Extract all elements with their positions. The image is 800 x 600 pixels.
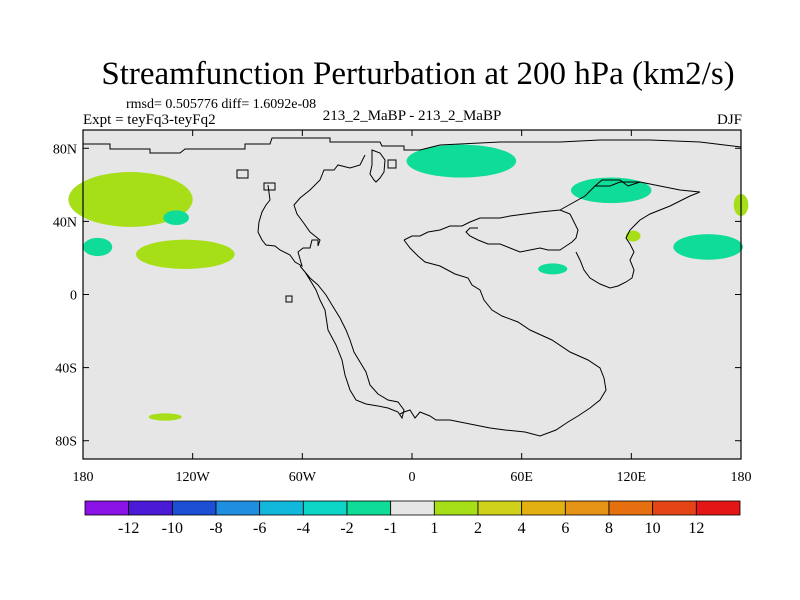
x-tick-label-0: 180 — [73, 470, 94, 485]
y-tick-label-1: 40N — [53, 215, 77, 230]
coast-eurasia-africa — [399, 181, 701, 437]
colorbar-swatch-6 — [346, 500, 392, 516]
coast-north-america — [257, 154, 366, 268]
colorbar-label-0: -12 — [118, 520, 139, 537]
colorbar-swatch-4 — [259, 500, 304, 516]
x-tick-label-2: 60W — [289, 470, 317, 485]
colorbar-swatch-11 — [564, 500, 610, 516]
season-label: DJF — [717, 112, 742, 128]
colorbar-labels: -12 -10 -8 -6 -4 -2 -1 1 2 4 6 8 10 12 — [118, 520, 704, 537]
colorbar-swatch-5 — [302, 500, 348, 516]
anomaly-negative-2 — [406, 144, 517, 178]
colorbar-label-12: 10 — [645, 520, 661, 537]
colorbar-swatch-14 — [695, 500, 741, 516]
stats-label: rmsd= 0.505776 diff= 1.6092e-08 — [126, 97, 316, 112]
coast-alaska-box — [236, 169, 249, 179]
subtitle-label: 213_2_MaBP - 213_2_MaBP — [323, 108, 502, 124]
colorbar-swatch-9 — [477, 500, 523, 516]
colorbar — [84, 500, 741, 516]
coast-small-island-2 — [285, 295, 293, 303]
anomaly-negative-6 — [163, 210, 190, 226]
y-axis: 80N 40N 0 40S 80S — [53, 142, 741, 450]
coast-small-island-3 — [387, 159, 397, 169]
anomaly-positive-0 — [68, 172, 193, 227]
colorbar-label-5: -2 — [340, 520, 353, 537]
colorbar-label-4: -4 — [297, 520, 310, 537]
colorbar-label-3: -6 — [253, 520, 266, 537]
y-tick-label-2: 0 — [70, 289, 77, 304]
plot-background — [83, 130, 741, 459]
coast-small-island-1 — [263, 182, 276, 191]
y-tick-label-0: 80N — [53, 142, 77, 157]
colorbar-swatch-8 — [433, 500, 479, 516]
coastlines — [83, 137, 742, 437]
anomaly-positive-1 — [136, 239, 235, 269]
x-tick-label-1: 120W — [176, 470, 211, 485]
expt-label: Expt = teyFq3-teyFq2 — [83, 112, 216, 128]
colorbar-label-11: 8 — [605, 520, 613, 537]
colorbar-swatch-10 — [521, 500, 566, 516]
coast-arctic — [83, 137, 742, 154]
y-tick-label-3: 40S — [55, 362, 77, 377]
colorbar-label-9: 4 — [518, 520, 526, 537]
colorbar-label-13: 12 — [688, 520, 704, 537]
colorbar-swatch-3 — [215, 500, 261, 516]
colorbar-label-2: -8 — [209, 520, 222, 537]
colorbar-label-1: -10 — [162, 520, 183, 537]
colorbar-swatch-2 — [171, 500, 217, 516]
anomaly-negative-5 — [83, 237, 113, 257]
anomaly-negative-3 — [571, 177, 652, 204]
x-tick-label-6: 180 — [731, 470, 752, 485]
colorbar-label-7: 1 — [430, 520, 438, 537]
x-tick-label-5: 120E — [617, 470, 647, 485]
colorbar-label-6: -1 — [384, 520, 397, 537]
colorbar-swatch-1 — [128, 500, 173, 516]
y-tick-label-4: 80S — [55, 435, 77, 450]
x-tick-label-4: 60E — [510, 470, 533, 485]
anomaly-negative-4 — [673, 234, 743, 260]
chart-title: Streamfunction Perturbation at 200 hPa (… — [101, 56, 734, 92]
anomaly-positive-8 — [148, 413, 182, 421]
colorbar-swatch-12 — [608, 500, 654, 516]
anomaly-positive-9 — [625, 230, 641, 242]
coast-siberia-inner — [594, 179, 641, 187]
colorbar-label-10: 6 — [561, 520, 569, 537]
coast-greenland — [369, 149, 386, 183]
x-tick-label-3: 0 — [409, 470, 416, 485]
colorbar-swatch-0 — [84, 500, 130, 516]
anomaly-negative-7 — [538, 263, 568, 275]
anomaly-layer — [68, 144, 749, 421]
colorbar-swatch-13 — [652, 500, 697, 516]
x-axis: 180 120W 60W 0 60E 120E 180 — [73, 130, 752, 485]
colorbar-label-8: 2 — [474, 520, 482, 537]
coast-south-america — [299, 265, 405, 420]
colorbar-swatch-7 — [390, 500, 435, 516]
